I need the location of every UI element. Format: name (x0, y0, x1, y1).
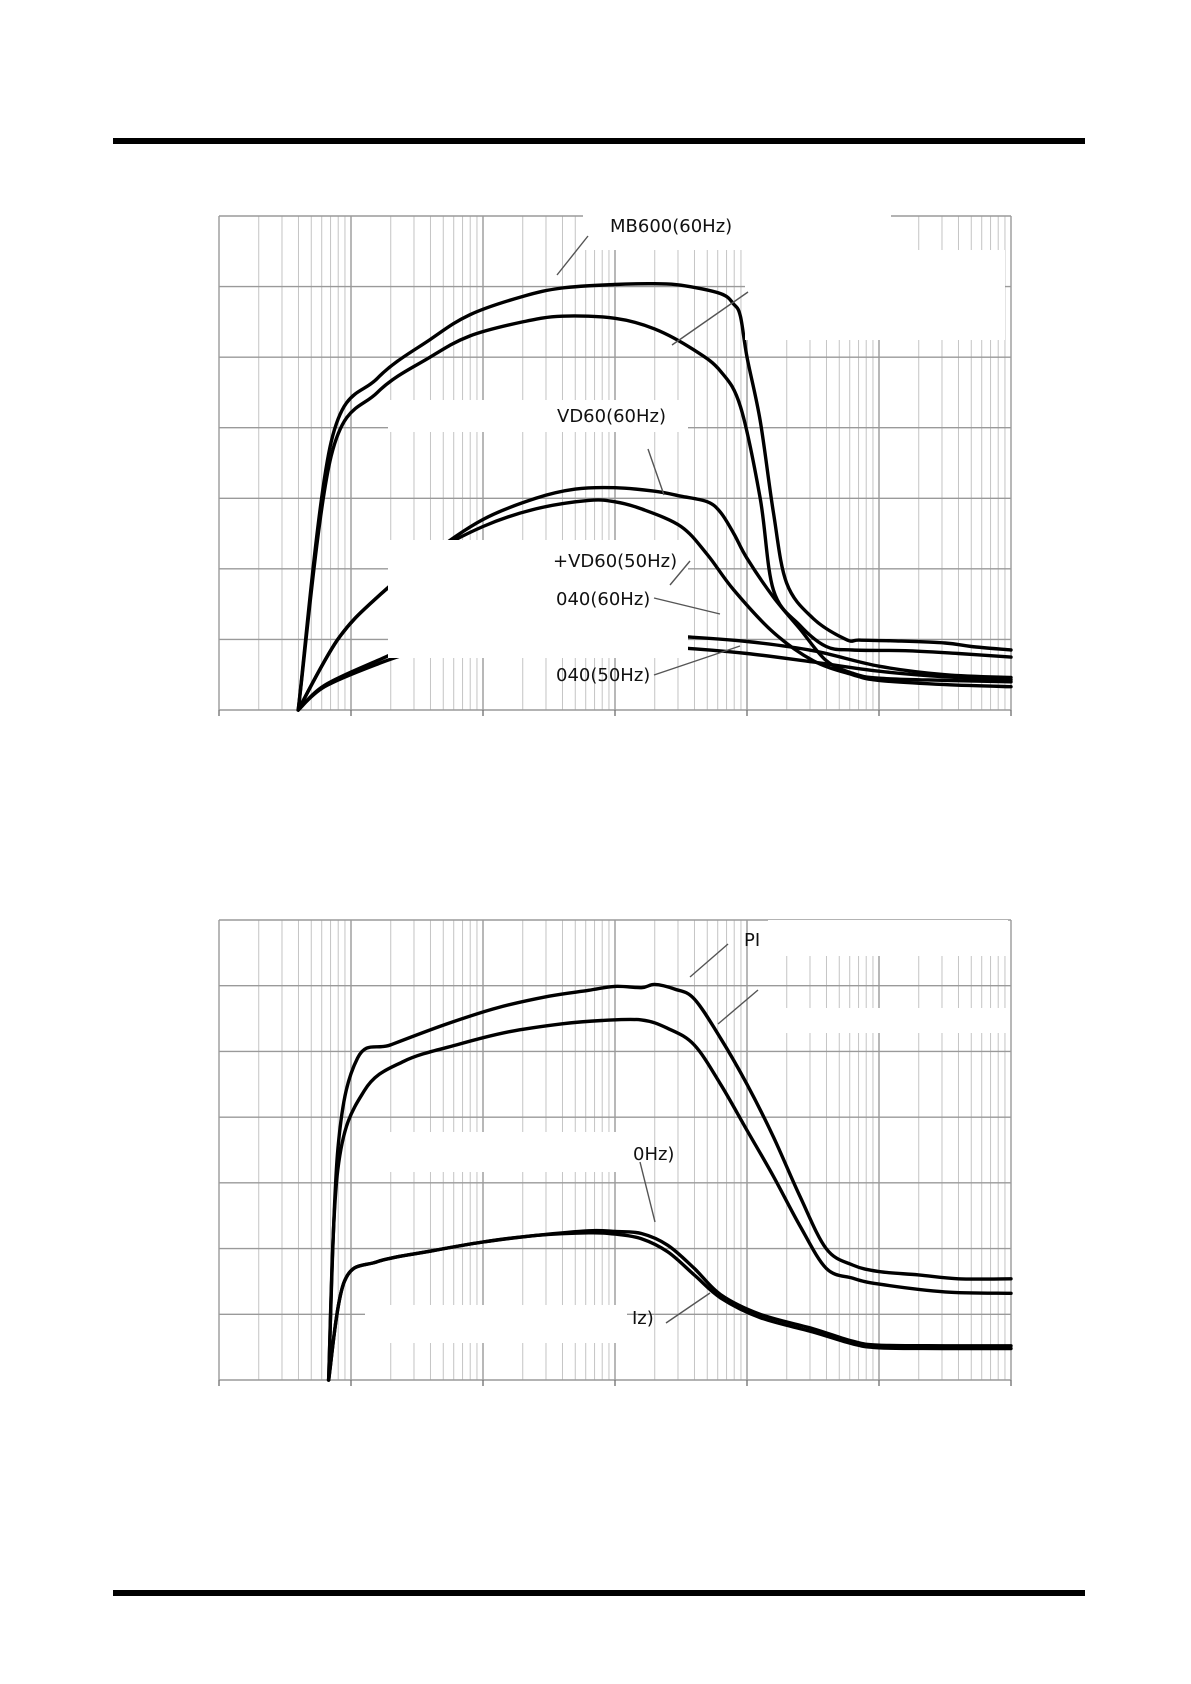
curve-label-040-50hz: 040(50Hz) (556, 665, 650, 686)
leader-line (665, 1292, 711, 1324)
series-curve-2 (296, 314, 1013, 712)
footer-rule (113, 1590, 1085, 1596)
leader-line (653, 645, 741, 676)
leader-line (671, 291, 749, 346)
curve-label-vd60-60hz: VD60(60Hz) (557, 406, 666, 427)
curve-label-040-60hz: 040(60Hz) (556, 589, 650, 610)
series-curve-1 (296, 281, 1013, 712)
label-mask (365, 1305, 627, 1343)
chart-lower: PI 0Hz) Iz) (218, 919, 1013, 1386)
label-mask (583, 200, 891, 250)
label-mask (760, 1008, 1010, 1033)
leader-line (639, 1161, 656, 1223)
header-rule (113, 138, 1085, 144)
series-curve-2 (326, 1017, 1013, 1382)
label-mask (388, 540, 688, 658)
label-mask (745, 250, 1005, 340)
leader-line (556, 235, 589, 276)
leader-line (689, 943, 729, 978)
leader-line (647, 448, 665, 496)
leader-line (653, 597, 721, 615)
series-curve-4 (326, 1231, 1013, 1382)
leader-line (717, 989, 759, 1025)
chart-upper: MB600(60Hz) VD60(60Hz) +VD60(50Hz) 040(6… (218, 200, 1013, 716)
label-mask (388, 400, 688, 432)
curve-label-mb600-60hz: MB600(60Hz) (610, 216, 732, 237)
leader-line (669, 560, 691, 586)
label-mask (388, 1132, 640, 1172)
curve-label-vd60-50hz: +VD60(50Hz) (553, 551, 677, 572)
curve-label-0hz: 0Hz) (633, 1144, 674, 1165)
label-mask (768, 920, 1008, 956)
curve-label-iz: Iz) (632, 1308, 654, 1329)
series-curve-1 (326, 982, 1013, 1382)
curve-label-pi: PI (744, 930, 760, 951)
